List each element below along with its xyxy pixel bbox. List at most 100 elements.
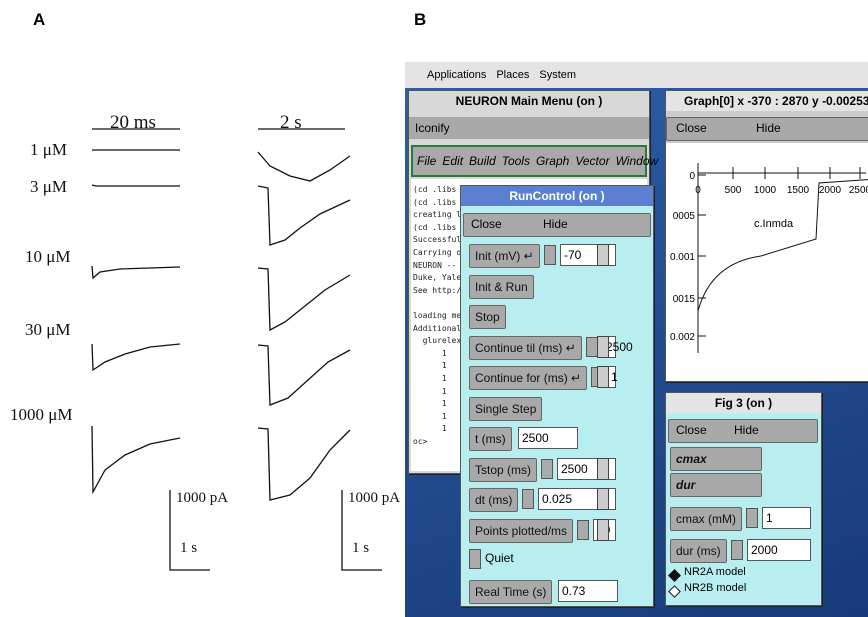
checkbox[interactable] (469, 549, 481, 569)
button[interactable]: Points plotted/ms (469, 519, 573, 543)
x-tick-label: 0 (695, 185, 701, 196)
terminal-line: (cd .libs & (413, 185, 466, 196)
button[interactable]: cmax (670, 447, 762, 471)
spinner[interactable] (597, 366, 609, 388)
trace (258, 152, 350, 181)
trace (258, 345, 350, 405)
y-tick-label: 0.002 (670, 332, 695, 343)
hide[interactable]: Hide (756, 121, 781, 135)
button[interactable]: Init & Run (469, 275, 534, 299)
terminal-line: Duke, Yale, (413, 273, 466, 284)
menu-item[interactable]: File (417, 154, 436, 168)
terminal-line: (cd .libs & (413, 198, 466, 209)
hide[interactable]: Hide (543, 217, 568, 231)
value-field[interactable]: 2000 (747, 539, 811, 561)
menu-item[interactable]: Graph (536, 154, 569, 168)
checkbox[interactable] (746, 508, 758, 528)
checkbox[interactable] (577, 520, 589, 540)
model-label: NR2B model (684, 582, 746, 594)
menu-item[interactable]: Vector (575, 154, 609, 168)
terminal-line: oc> (413, 437, 427, 448)
terminal-line: Additional (413, 324, 461, 335)
button[interactable]: Continue for (ms) ↵ (469, 366, 587, 390)
value-field[interactable]: 1 (762, 507, 811, 529)
button[interactable]: Stop (469, 305, 506, 329)
graph-area: 05001000150020002500000050.00100150.002c… (666, 143, 868, 381)
menu-bar: FileEditBuildToolsGraphVectorWindow (411, 145, 647, 177)
hide[interactable]: Hide (734, 423, 759, 437)
plot-background (666, 143, 868, 381)
x-tick-label: 2000 (819, 185, 842, 196)
button[interactable]: t (ms) (469, 427, 512, 451)
menu-item[interactable]: Window (616, 154, 659, 168)
menu-item[interactable]: Build (469, 154, 496, 168)
terminal-line: NEURON -- R (413, 261, 466, 272)
button[interactable]: Single Step (469, 397, 542, 421)
trace (92, 185, 180, 186)
checkbox[interactable] (522, 489, 534, 509)
checkbox[interactable] (731, 540, 743, 560)
iconify[interactable]: Iconify (409, 117, 649, 139)
button[interactable]: dur (ms) (670, 539, 727, 563)
x-tick-label: 1500 (787, 185, 810, 196)
menu-item[interactable]: Tools (502, 154, 530, 168)
menu-item[interactable]: System (539, 69, 576, 81)
radio[interactable] (668, 585, 681, 598)
x-tick-label: 500 (725, 185, 742, 196)
checkbox[interactable] (544, 245, 556, 265)
page: {"panel_a":{"label":"A","headers":["20 m… (0, 0, 868, 617)
button[interactable]: dur (670, 473, 762, 497)
menu-item[interactable]: Edit (442, 154, 463, 168)
button[interactable]: Tstop (ms) (469, 458, 537, 482)
terminal-line: 1 (413, 374, 447, 385)
button[interactable]: dt (ms) (469, 488, 518, 512)
terminal-line: 1 (413, 349, 447, 360)
window-title: RunControl (on ) (461, 186, 653, 206)
trace (258, 186, 350, 245)
graph-window: Graph[0] x -370 : 2870 y -0.00253 Close … (665, 90, 868, 382)
button[interactable]: cmax (mM) (670, 507, 742, 531)
menu-item[interactable]: Places (496, 69, 529, 81)
terminal-line: creating li (413, 210, 466, 221)
x-tick-label: 1000 (754, 185, 777, 196)
close[interactable]: Close (471, 217, 502, 231)
spinner[interactable] (597, 488, 609, 510)
spinner[interactable] (597, 458, 609, 480)
terminal-line: 1 (413, 399, 447, 410)
model-label: NR2A model (684, 566, 746, 578)
spinner[interactable] (597, 244, 609, 266)
window-title: NEURON Main Menu (on ) (409, 91, 649, 111)
run-control-window: RunControl (on ) Close Hide Init (mV) ↵-… (460, 185, 654, 607)
close[interactable]: Close (676, 121, 707, 135)
top-menu: Applications Places System (405, 62, 868, 88)
spinner[interactable] (597, 519, 609, 541)
scale-label: 1 s (180, 540, 197, 557)
value-field[interactable]: 2500 (518, 427, 578, 449)
terminal-line: Successfull (413, 235, 466, 246)
trace (258, 268, 350, 330)
terminal-line: loading mem (413, 311, 466, 322)
terminal-line: Carrying ou (413, 248, 466, 259)
trace (92, 266, 180, 278)
trace (92, 426, 180, 492)
trace (92, 344, 180, 370)
close[interactable]: Close (676, 423, 707, 437)
menu-item[interactable]: Applications (427, 69, 486, 81)
terminal-line: 1 (413, 424, 447, 435)
x-tick-label: 2500 (849, 185, 868, 196)
terminal-line: 1 (413, 412, 447, 423)
radio[interactable] (668, 569, 681, 582)
value-field[interactable]: 0.73 (558, 580, 618, 602)
button[interactable]: Real Time (s) (469, 580, 552, 604)
spinner[interactable] (597, 336, 609, 358)
trace (258, 428, 350, 500)
y-tick-label: 0.001 (670, 252, 695, 263)
checkbox[interactable] (541, 459, 553, 479)
terminal-line: (cd .libs & (413, 223, 466, 234)
curve-label: c.Inmda (754, 218, 794, 230)
terminal-line: See http:// (413, 286, 466, 297)
button[interactable]: Continue til (ms) ↵ (469, 336, 582, 360)
terminal-line: 1 (413, 361, 447, 372)
button[interactable]: Init (mV) ↵ (469, 244, 540, 268)
